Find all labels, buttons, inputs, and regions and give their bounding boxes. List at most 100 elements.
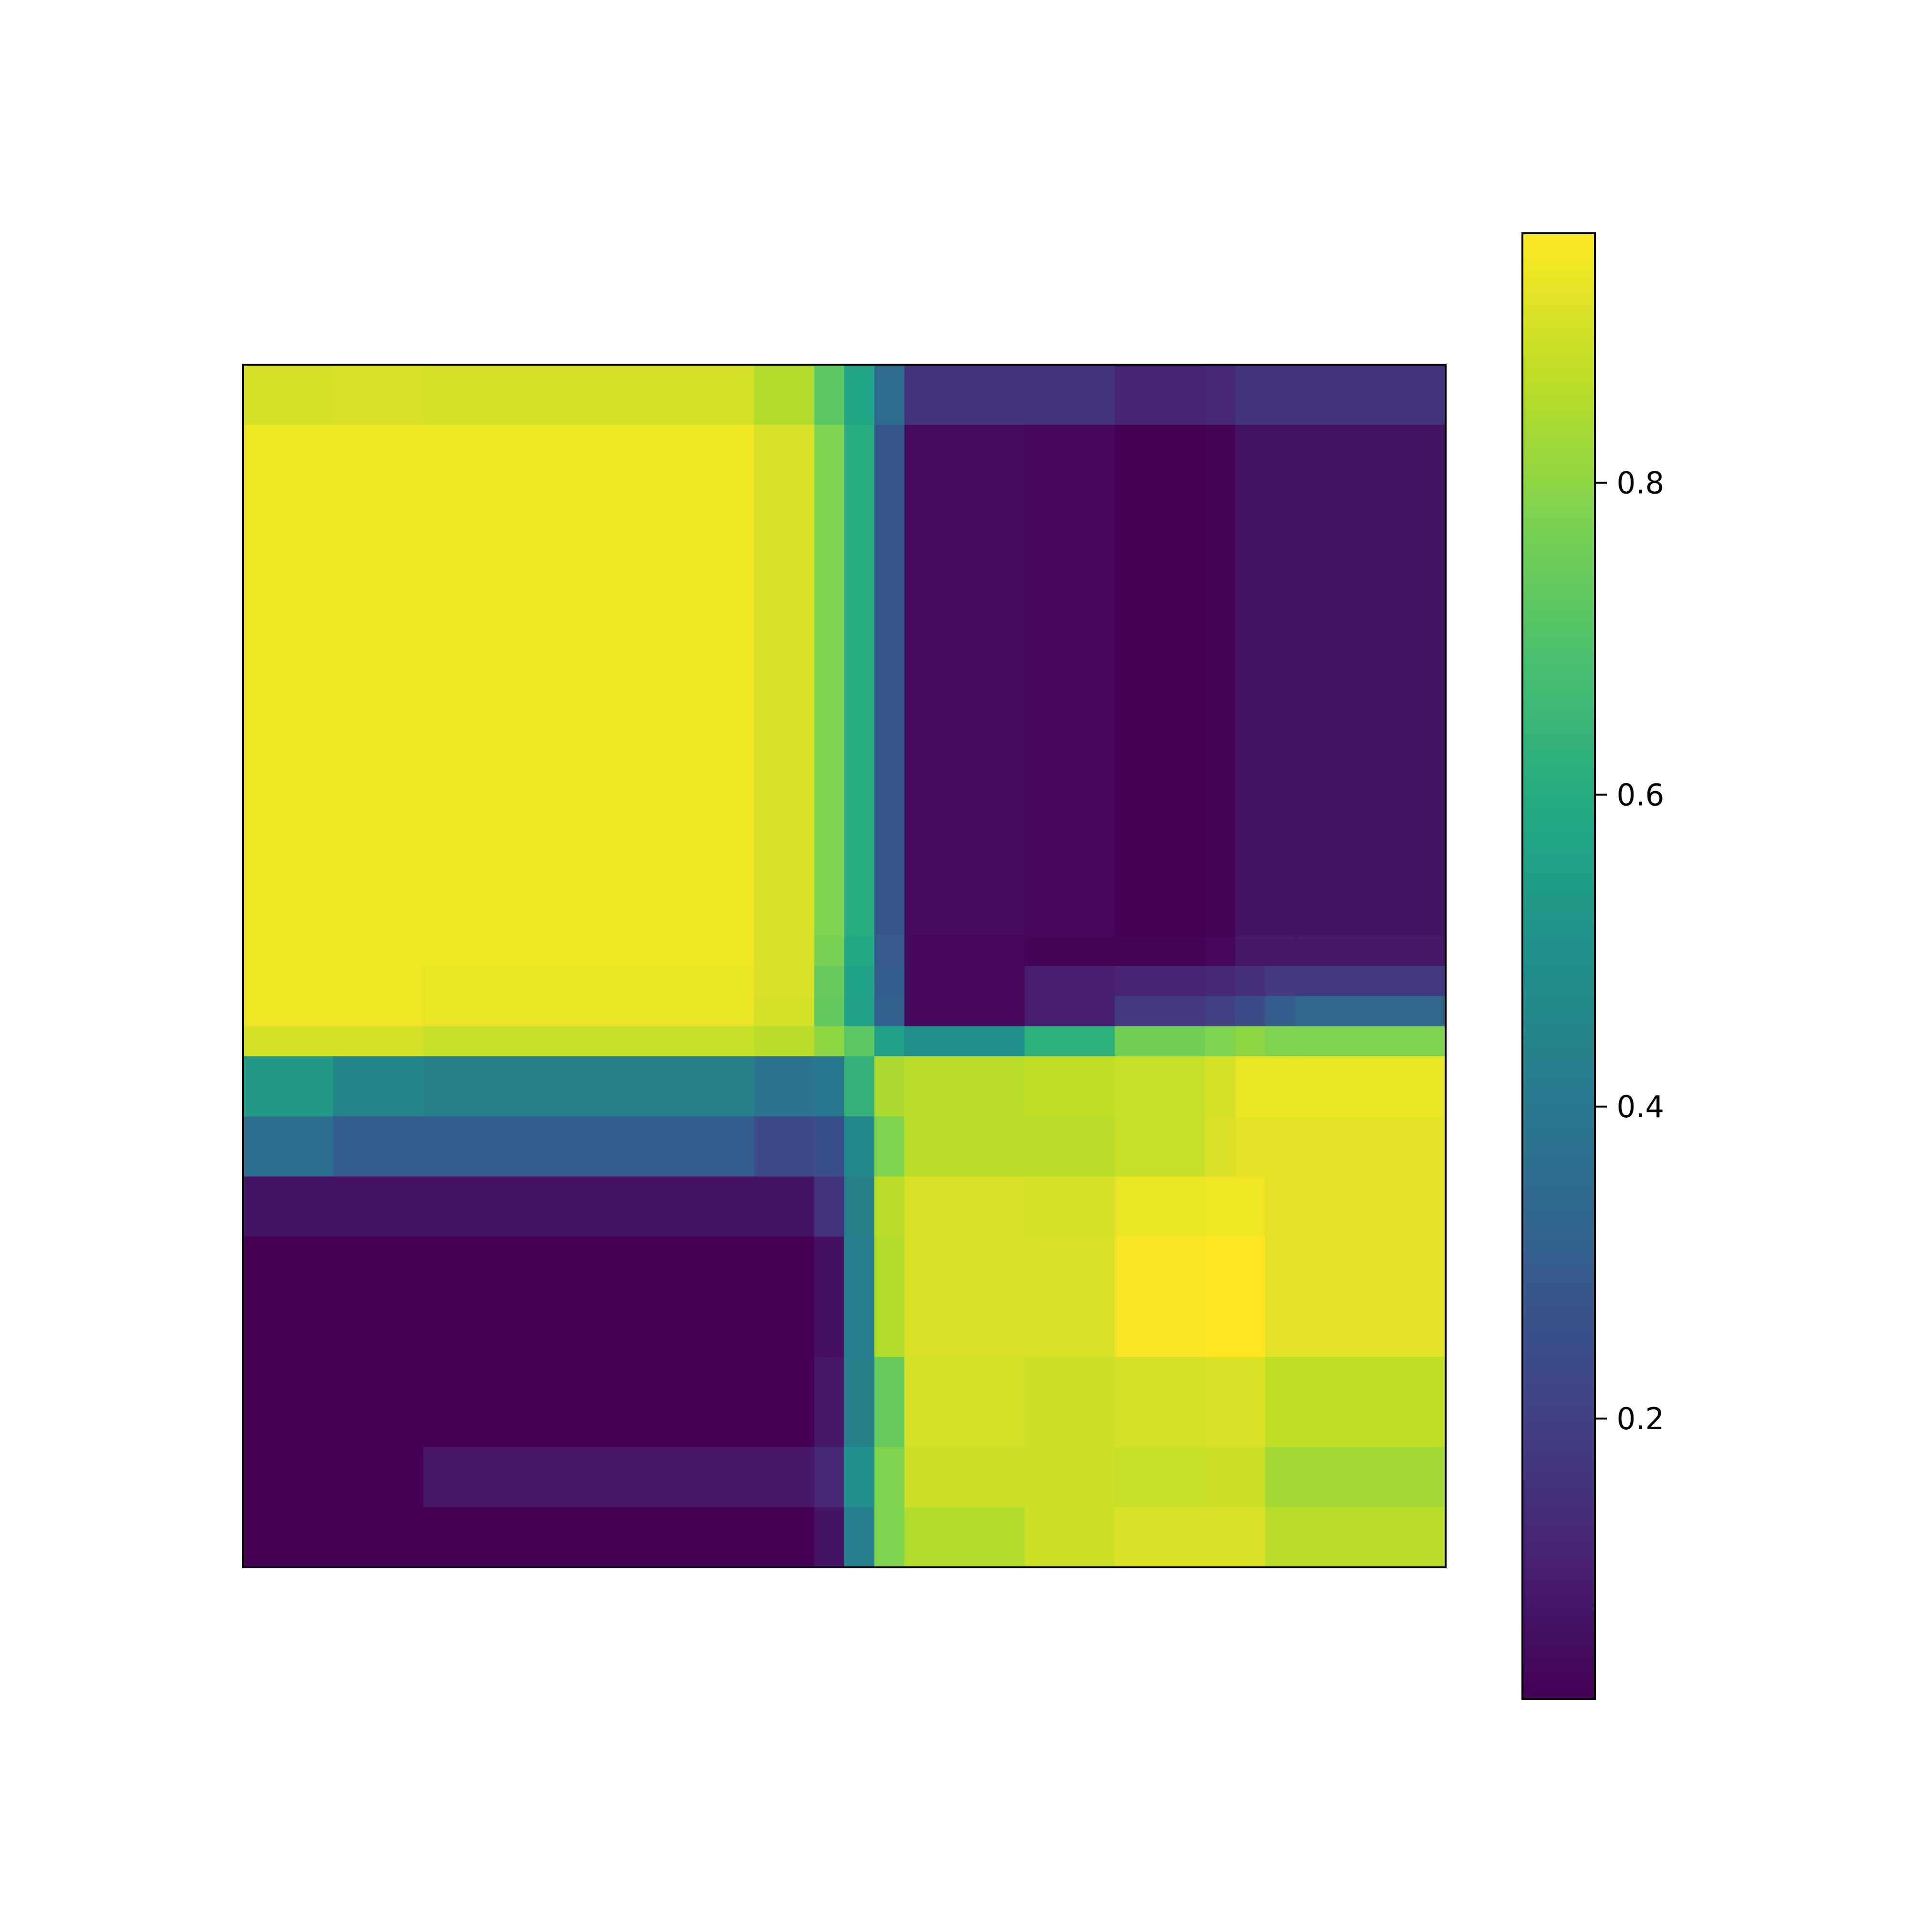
heatmap-cell bbox=[333, 936, 424, 966]
heatmap-cell bbox=[874, 966, 905, 996]
heatmap-cell bbox=[1205, 1116, 1236, 1177]
heatmap-cell bbox=[904, 966, 1025, 996]
heatmap-cell bbox=[904, 1026, 1025, 1057]
heatmap-cell bbox=[904, 1447, 1025, 1508]
heatmap-cell bbox=[1295, 996, 1446, 1027]
heatmap-cell bbox=[423, 966, 754, 996]
heatmap-cell bbox=[844, 1447, 875, 1508]
heatmap-cell bbox=[1115, 936, 1206, 966]
heatmap-cell bbox=[1024, 1357, 1115, 1448]
heatmap-cell bbox=[874, 996, 905, 1027]
heatmap-cell bbox=[1205, 1507, 1236, 1568]
heatmap-cell bbox=[874, 1116, 905, 1177]
heatmap-cell bbox=[1295, 1026, 1446, 1057]
heatmap-cell bbox=[814, 1176, 845, 1237]
heatmap-cell bbox=[1235, 936, 1266, 966]
heatmap-cell bbox=[1115, 365, 1206, 426]
heatmap-cell bbox=[1265, 1116, 1296, 1177]
heatmap-cell bbox=[754, 1236, 815, 1357]
heatmap-cell bbox=[904, 996, 1025, 1027]
heatmap-cell bbox=[243, 425, 334, 937]
heatmap-cell bbox=[1235, 996, 1266, 1027]
heatmap-cell bbox=[844, 425, 875, 937]
heatmap-cell bbox=[1205, 996, 1236, 1027]
heatmap-cell bbox=[333, 1507, 424, 1568]
heatmap-cell bbox=[1205, 966, 1236, 996]
heatmap-cell bbox=[423, 365, 754, 426]
heatmap-cell bbox=[1265, 365, 1296, 426]
heatmap-cell bbox=[1235, 1116, 1266, 1177]
heatmap-cell bbox=[904, 425, 1025, 937]
heatmap-cell bbox=[844, 966, 875, 996]
heatmap-cell bbox=[1295, 365, 1446, 426]
heatmap-cell bbox=[1024, 1116, 1115, 1177]
heatmap-cell bbox=[814, 1357, 845, 1448]
heatmap-cell bbox=[844, 365, 875, 426]
heatmap-cell bbox=[1205, 365, 1236, 426]
heatmap-cell bbox=[1205, 1026, 1236, 1057]
heatmap-cell bbox=[1265, 1357, 1296, 1448]
heatmap-cell bbox=[1295, 1507, 1446, 1568]
heatmap-cell bbox=[754, 425, 815, 937]
heatmap-cell bbox=[1265, 425, 1296, 937]
heatmap-cell bbox=[1295, 1116, 1446, 1177]
heatmap-cell bbox=[754, 1357, 815, 1448]
heatmap-cell bbox=[754, 996, 815, 1027]
heatmap-cell bbox=[814, 1026, 845, 1057]
heatmap-cell bbox=[1115, 1447, 1206, 1508]
heatmap-cell bbox=[814, 936, 845, 966]
heatmap-cell bbox=[874, 1176, 905, 1237]
heatmap-cells bbox=[243, 365, 1446, 1568]
heatmap-cell bbox=[1024, 1447, 1115, 1508]
heatmap-cell bbox=[844, 1026, 875, 1057]
heatmap-cell bbox=[844, 996, 875, 1027]
colorbar-tick-label: 0.6 bbox=[1617, 777, 1664, 812]
heatmap-cell bbox=[1115, 1176, 1206, 1237]
heatmap-frame bbox=[242, 364, 1447, 1568]
heatmap-cell bbox=[243, 1176, 334, 1237]
heatmap-cell bbox=[333, 966, 424, 996]
heatmap-cell bbox=[1115, 996, 1206, 1027]
heatmap-cell bbox=[814, 1056, 845, 1117]
heatmap-cell bbox=[1024, 1176, 1115, 1237]
heatmap-cell bbox=[243, 1026, 334, 1057]
heatmap-cell bbox=[754, 1026, 815, 1057]
heatmap-cell bbox=[333, 1357, 424, 1448]
heatmap-cell bbox=[423, 996, 754, 1027]
heatmap-cell bbox=[1024, 996, 1115, 1027]
heatmap-cell bbox=[333, 1116, 424, 1177]
heatmap-cell bbox=[423, 1357, 754, 1448]
heatmap-cell bbox=[874, 1026, 905, 1057]
heatmap-cell bbox=[754, 365, 815, 426]
heatmap-cell bbox=[423, 1026, 754, 1057]
heatmap-cell bbox=[844, 1116, 875, 1177]
heatmap-cell bbox=[1295, 1056, 1446, 1117]
heatmap-cell bbox=[423, 1176, 754, 1237]
heatmap-cell bbox=[814, 966, 845, 996]
heatmap-cell bbox=[1235, 1236, 1266, 1357]
heatmap-cell bbox=[844, 1507, 875, 1568]
heatmap-cell bbox=[423, 1447, 754, 1508]
heatmap-cell bbox=[1265, 1447, 1296, 1508]
heatmap-cell bbox=[1024, 1236, 1115, 1357]
heatmap-cell bbox=[904, 1236, 1025, 1357]
heatmap-cell bbox=[1295, 1447, 1446, 1508]
heatmap-cell bbox=[243, 1447, 334, 1508]
heatmap-cell bbox=[243, 1056, 334, 1117]
heatmap-cell bbox=[1295, 936, 1446, 966]
heatmap-cell bbox=[1235, 425, 1266, 937]
heatmap-cell bbox=[423, 1056, 754, 1117]
heatmap-cell bbox=[844, 1357, 875, 1448]
heatmap-cell bbox=[904, 1056, 1025, 1117]
heatmap-cell bbox=[1235, 1447, 1266, 1508]
heatmap-cell bbox=[1115, 425, 1206, 937]
heatmap-cell bbox=[1115, 1116, 1206, 1177]
heatmap-cell bbox=[1235, 966, 1266, 996]
heatmap-cell bbox=[1295, 1236, 1446, 1357]
heatmap-cell bbox=[874, 936, 905, 966]
heatmap-cell bbox=[1115, 1236, 1206, 1357]
heatmap-cell bbox=[243, 365, 334, 426]
heatmap-cell bbox=[1265, 1056, 1296, 1117]
heatmap-cell bbox=[904, 1116, 1025, 1177]
